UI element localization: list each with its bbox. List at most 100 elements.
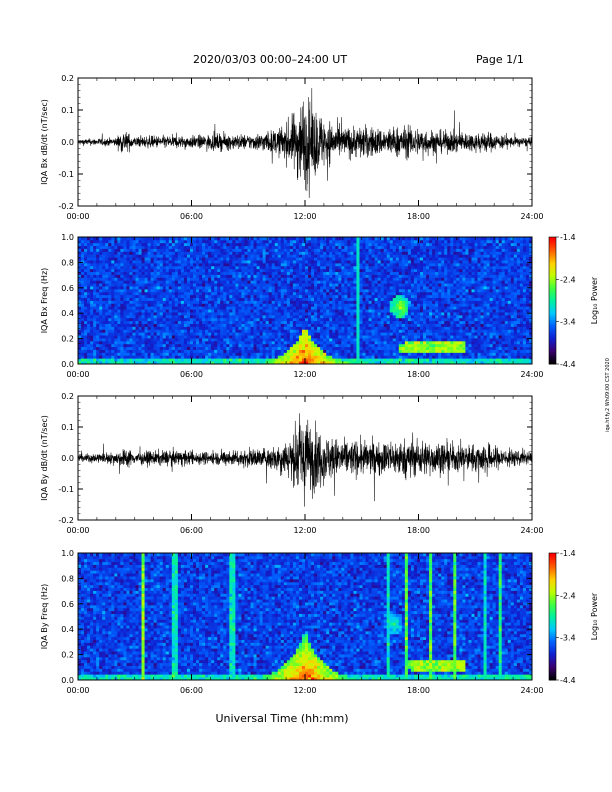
colorbar-step — [549, 658, 556, 662]
colorbar-step — [549, 584, 556, 588]
colorbar-step — [549, 361, 556, 365]
colorbar-step — [549, 321, 556, 325]
y-tick-label: 0.0 — [61, 360, 74, 369]
colorbar-step — [549, 639, 556, 643]
colorbar-step — [549, 247, 556, 251]
colorbar-step — [549, 652, 556, 656]
colorbar-step — [549, 673, 556, 677]
colorbar-step — [549, 355, 556, 359]
colorbar-step — [549, 308, 556, 312]
colorbar-step — [549, 620, 556, 624]
colorbar-step — [549, 637, 556, 641]
y-axis-label: IQA Bx Freq (Hz) — [40, 268, 49, 334]
colorbar-step — [549, 344, 556, 348]
y-axis-label: IQA By dB/dt (nT/sec) — [40, 415, 49, 501]
colorbar-step — [549, 601, 556, 605]
x-tick-label: 06:00 — [180, 212, 203, 221]
colorbar-step — [549, 563, 556, 567]
colorbar-step — [549, 612, 556, 615]
y-tick-label: 0.2 — [61, 74, 74, 83]
colorbar-step — [549, 243, 556, 246]
x-tick-label: 24:00 — [520, 212, 543, 221]
x-tick-label: 12:00 — [293, 212, 316, 221]
colorbar-step — [549, 272, 556, 276]
colorbar-step — [549, 353, 556, 357]
x-axis-title: Universal Time (hh:mm) — [216, 712, 349, 725]
colorbar-step — [549, 285, 556, 289]
y-tick-label: -0.1 — [58, 485, 74, 494]
colorbar-step — [549, 306, 556, 310]
colorbar-step — [549, 593, 556, 596]
y-tick-label: 0.4 — [61, 309, 74, 318]
colorbar-step — [549, 283, 556, 287]
y-tick-label: 1.0 — [61, 549, 74, 558]
y-tick-label: 0.2 — [61, 651, 74, 660]
colorbar-step — [549, 569, 556, 573]
x-tick-label: 06:00 — [180, 370, 203, 379]
x-tick-label: 18:00 — [407, 212, 430, 221]
colorbar-step — [549, 580, 556, 584]
colorbar-step — [549, 340, 556, 344]
x-tick-label: 12:00 — [293, 526, 316, 535]
x-tick-label: 00:00 — [66, 686, 89, 695]
colorbar-tick-label: -2.4 — [560, 591, 576, 600]
colorbar-step — [549, 357, 556, 361]
colorbar-step — [549, 667, 556, 670]
colorbar-step — [549, 588, 556, 592]
colorbar-step — [549, 608, 556, 611]
colorbar-step — [549, 264, 556, 268]
colorbar-frame — [548, 552, 557, 681]
spectrogram-3 — [78, 553, 533, 681]
colorbar-step — [549, 635, 556, 639]
colorbar-step — [549, 275, 556, 278]
x-axis-1: 00:00 06:00 12:00 18:00 24:00 — [66, 237, 544, 379]
colorbar-step — [549, 336, 556, 340]
colorbar-step — [549, 597, 556, 601]
colorbar-step — [549, 610, 556, 613]
colorbar-step — [549, 576, 556, 579]
colorbar-step — [549, 663, 556, 666]
y-tick-label: 0.0 — [61, 454, 74, 463]
colorbar-tick-label: -2.4 — [560, 275, 576, 284]
y-tick-label: 0.4 — [61, 625, 74, 634]
x-tick-label: 24:00 — [520, 686, 543, 695]
x-axis-3: 00:00 06:00 12:00 18:00 24:00 — [66, 553, 544, 695]
colorbar-step — [549, 627, 556, 630]
series-trace-2 — [78, 413, 532, 507]
colorbar-step — [549, 332, 556, 335]
colorbar-step — [549, 675, 556, 679]
y-axis-label: IQA Bx dB/dt (nT/sec) — [40, 99, 49, 185]
colorbar-step — [549, 622, 556, 626]
colorbar-step — [549, 567, 556, 571]
colorbar-step — [549, 553, 556, 556]
colorbar-step — [549, 298, 556, 301]
y-tick-label: 0.6 — [61, 600, 74, 609]
colorbar-1: -1.4 -2.4 -3.4 -4.4 Log₁₀ Power — [548, 233, 599, 369]
x-tick-label: 00:00 — [66, 212, 89, 221]
colorbar-step — [549, 555, 556, 558]
x-tick-label: 06:00 — [180, 526, 203, 535]
y-tick-label: -0.2 — [58, 202, 74, 211]
colorbar-step — [549, 603, 556, 607]
x-tick-label: 18:00 — [407, 526, 430, 535]
y-axis-label: IQA By Freq (Hz) — [40, 584, 49, 650]
colorbar-step — [549, 599, 556, 603]
colorbar-step — [549, 574, 556, 577]
colorbar-step — [549, 669, 556, 673]
colorbar-step — [549, 256, 556, 259]
colorbar-step — [549, 304, 556, 308]
y-tick-label: 0.2 — [61, 392, 74, 401]
colorbar-step — [549, 605, 556, 609]
colorbar-step — [549, 648, 556, 651]
colorbar-step — [549, 262, 556, 266]
colorbar-step — [549, 313, 556, 316]
y-tick-label: 0.0 — [61, 138, 74, 147]
colorbar-step — [549, 270, 556, 274]
footer-note: iqa.hf.fy.2 Wh09:00 CST 2020 — [605, 358, 611, 432]
colorbar-step — [549, 565, 556, 569]
colorbar-3: -1.4 -2.4 -3.4 -4.4 Log₁₀ Power — [548, 549, 599, 685]
colorbar-step — [549, 277, 556, 280]
colorbar-step — [549, 266, 556, 270]
colorbar-step — [549, 315, 556, 318]
